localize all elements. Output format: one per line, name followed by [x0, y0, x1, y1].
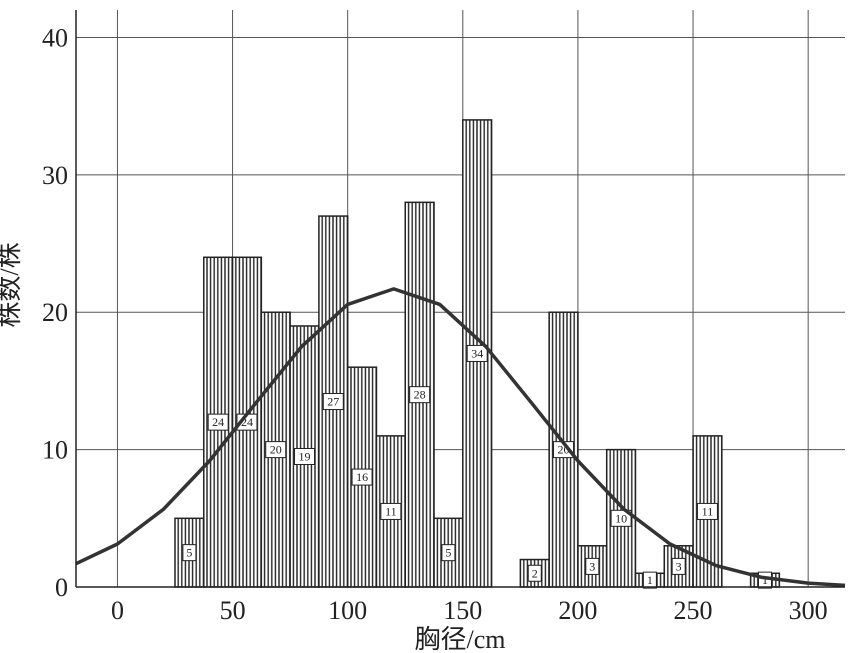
- x-axis-label: 胸径/cm: [415, 625, 506, 653]
- value-label: 28: [414, 388, 426, 402]
- value-label-box: [380, 502, 402, 520]
- value-label-box: [322, 393, 344, 411]
- value-label-box: [671, 557, 686, 575]
- value-label: 19: [299, 449, 311, 463]
- value-label-box: [527, 564, 542, 582]
- value-label-box: [409, 386, 431, 404]
- value-label: 24: [212, 415, 224, 429]
- fit-curve: [75, 287, 846, 588]
- value-label-box: [642, 571, 657, 589]
- y-tick-label: 0: [55, 573, 68, 602]
- y-axis-label: 株数/株: [0, 242, 24, 327]
- value-label-box: [207, 413, 229, 431]
- x-tick-label: 150: [443, 596, 482, 625]
- value-label: 5: [186, 546, 192, 560]
- value-label-box: [182, 544, 197, 562]
- y-tick-label: 30: [42, 161, 68, 190]
- value-label: 2: [532, 566, 538, 580]
- x-tick-label: 300: [789, 596, 828, 625]
- value-label: 16: [356, 470, 368, 484]
- value-label: 10: [615, 511, 627, 525]
- value-label: 3: [676, 559, 682, 573]
- value-label-box: [441, 544, 456, 562]
- value-label: 1: [647, 573, 653, 587]
- value-label-box: [351, 468, 373, 486]
- value-label: 5: [445, 546, 451, 560]
- value-label-box: [696, 502, 718, 520]
- value-label: 11: [385, 504, 397, 518]
- x-tick-label: 0: [111, 596, 124, 625]
- value-label: 1: [762, 573, 768, 587]
- x-tick-label: 250: [674, 596, 713, 625]
- value-label: 27: [327, 395, 339, 409]
- x-tick-label: 50: [220, 596, 246, 625]
- x-tick-label: 200: [558, 596, 597, 625]
- value-label: 3: [589, 559, 595, 573]
- value-label-box: [585, 557, 600, 575]
- value-label: 20: [270, 443, 282, 457]
- value-label-box: [265, 441, 287, 459]
- y-tick-label: 20: [42, 298, 68, 327]
- value-label-box: [466, 344, 488, 362]
- y-tick-label: 10: [42, 436, 68, 465]
- y-tick-label: 40: [42, 23, 68, 52]
- value-label: 34: [471, 346, 483, 360]
- value-label-box: [610, 509, 632, 527]
- x-tick-label: 100: [328, 596, 367, 625]
- value-label-box: [294, 447, 316, 465]
- value-label: 11: [702, 504, 714, 518]
